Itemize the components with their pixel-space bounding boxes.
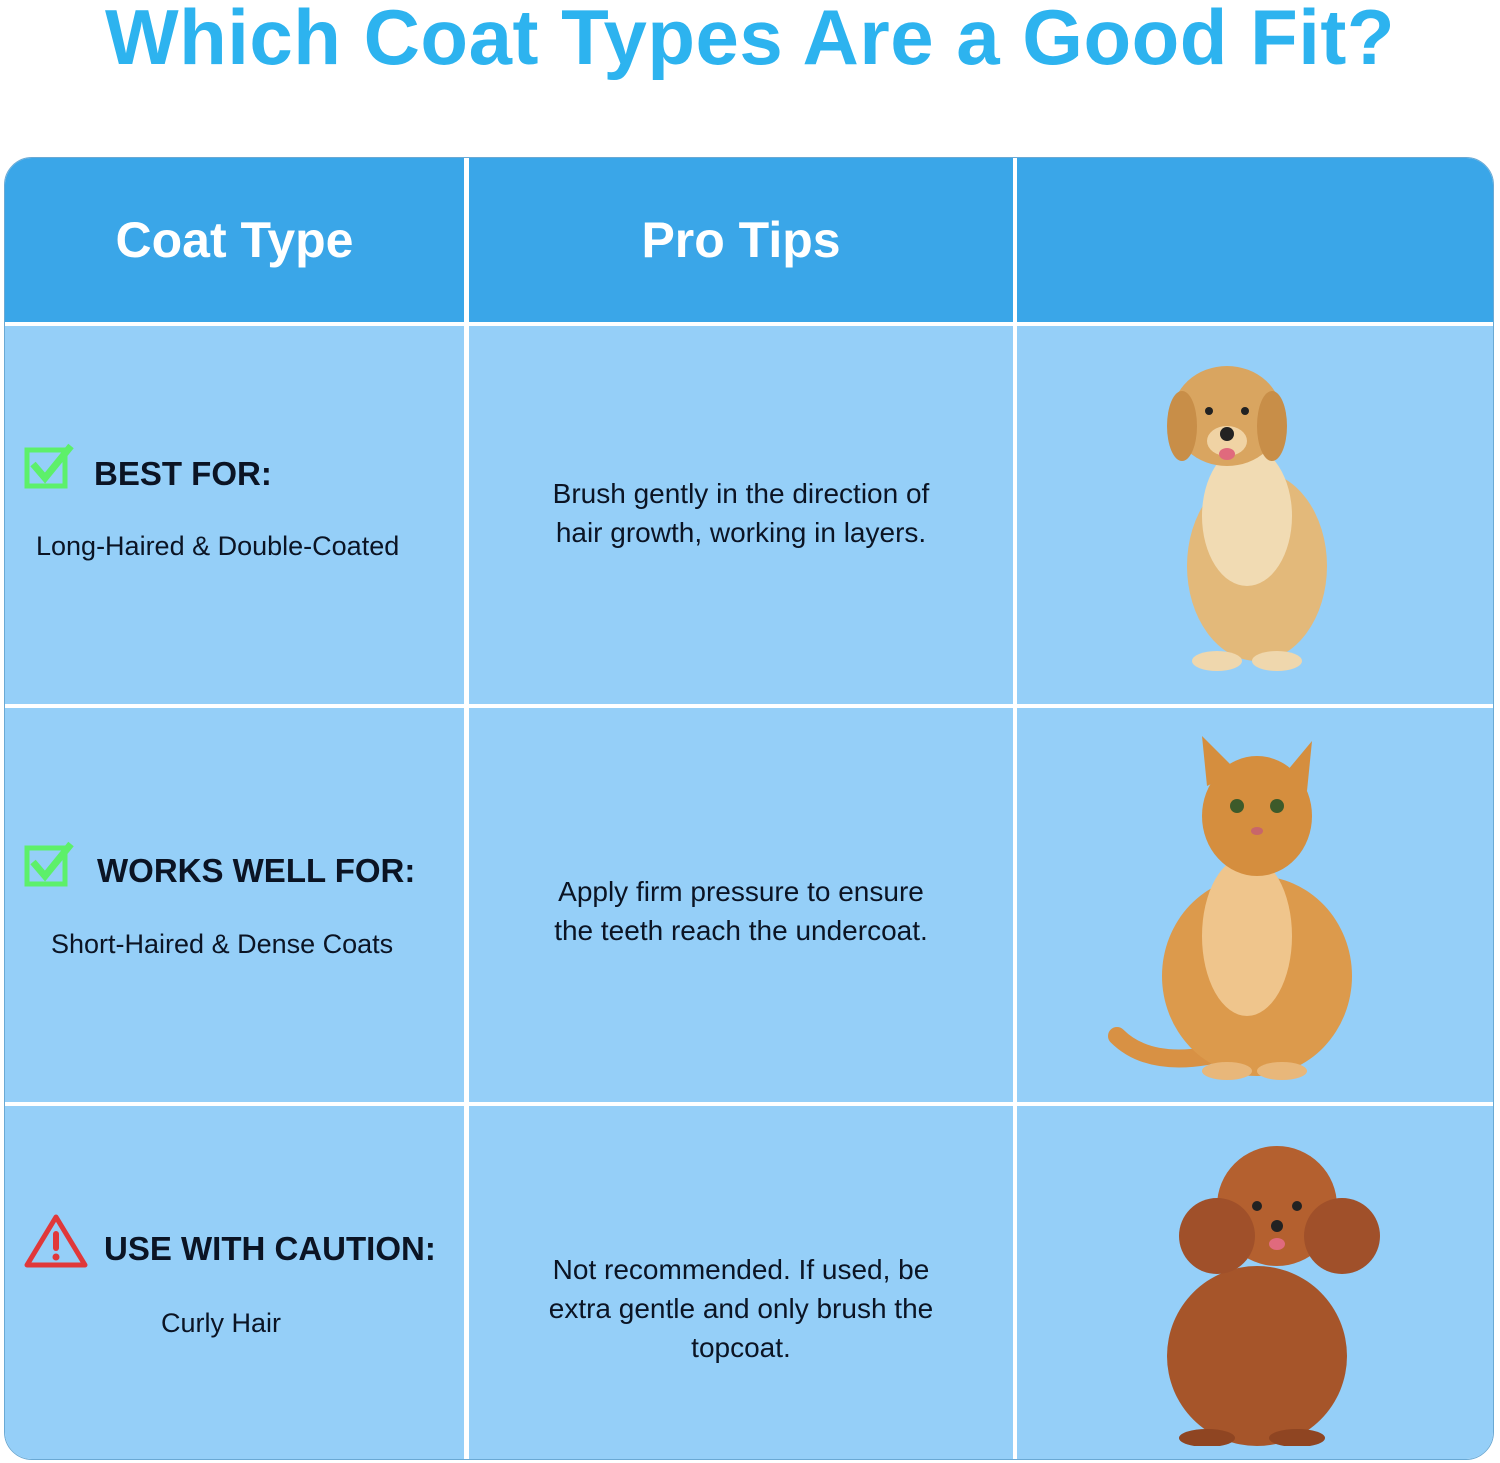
best-for-label: BEST FOR:: [94, 455, 272, 492]
coat-type-text: Curly Hair: [161, 1308, 282, 1338]
header-image: [1017, 158, 1493, 322]
checkbox-check-icon: [24, 443, 74, 489]
page-title: Which Coat Types Are a Good Fit?: [104, 0, 1396, 81]
pro-tip-text: Apply firm pressure to ensure the teeth …: [554, 876, 928, 946]
header-pro-tips: Pro Tips: [469, 158, 1013, 322]
table-row-tip-cell: Brush gently in the direction of hair gr…: [469, 326, 1013, 704]
table-row-coat-cell: WORKS WELL FOR: Short-Haired & Dense Coa…: [5, 708, 464, 1102]
orange-tabby-cat-image: [1108, 736, 1352, 1080]
golden-retriever-image: [1167, 366, 1327, 671]
use-with-caution-label: USE WITH CAUTION:: [104, 1230, 436, 1267]
pro-tip-text: Not recommended. If used, be extra gentl…: [548, 1254, 934, 1363]
table-row-coat-cell: USE WITH CAUTION: Curly Hair: [5, 1106, 464, 1459]
table-row-image-cell: [1017, 326, 1493, 704]
table-row-coat-cell: BEST FOR: Long-Haired & Double-Coated: [5, 326, 464, 704]
warning-triangle-icon: [24, 1214, 88, 1268]
table-row-image-cell: [1017, 708, 1493, 1102]
coat-type-table: Coat Type Pro Tips BEST FOR: Long-Haired…: [4, 157, 1494, 1460]
toy-poodle-image: [1167, 1146, 1380, 1446]
pro-tip-text: Brush gently in the direction of hair gr…: [552, 478, 930, 548]
table-row-tip-cell: Apply firm pressure to ensure the teeth …: [469, 708, 1013, 1102]
header-coat-type: Coat Type: [5, 158, 464, 322]
coat-type-text: Short-Haired & Dense Coats: [51, 929, 394, 959]
coat-type-text: Long-Haired & Double-Coated: [36, 531, 400, 561]
works-well-for-label: WORKS WELL FOR:: [97, 852, 416, 889]
table-row-tip-cell: Not recommended. If used, be extra gentl…: [469, 1106, 1013, 1459]
checkbox-check-icon: [24, 841, 74, 887]
table-row-image-cell: [1017, 1106, 1493, 1459]
